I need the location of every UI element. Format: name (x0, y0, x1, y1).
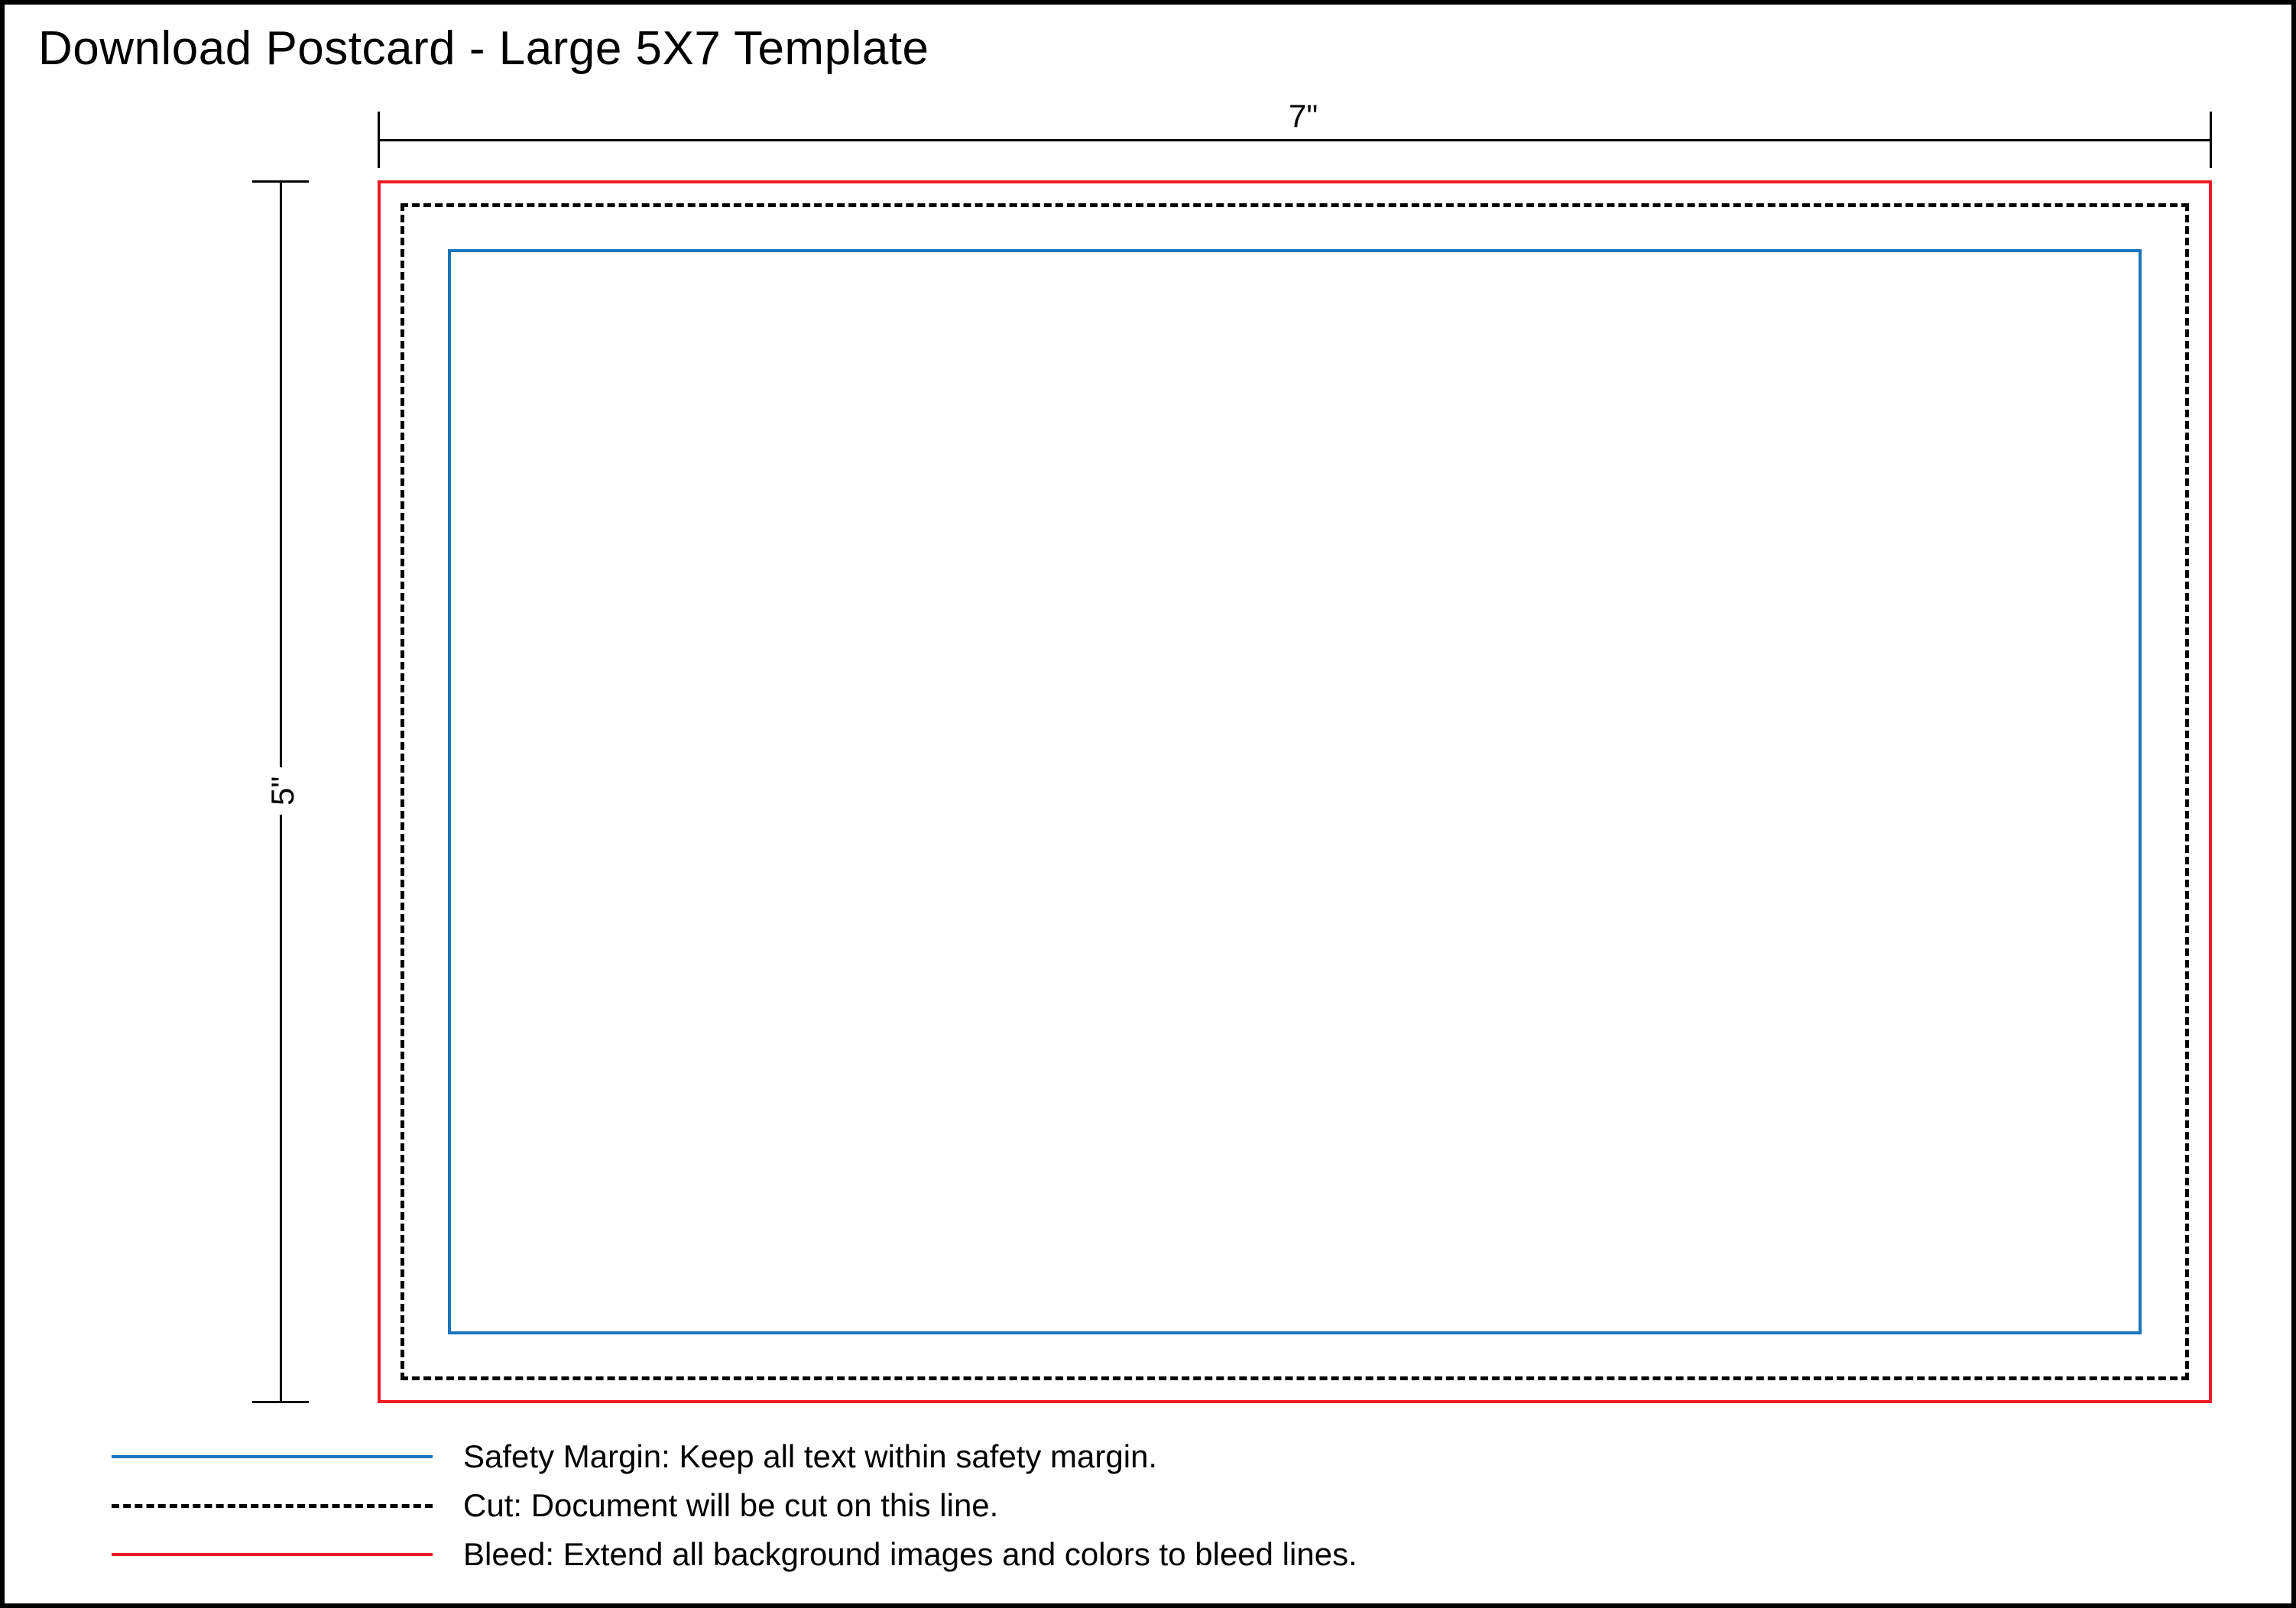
legend-desc: Document will be cut on this line. (531, 1487, 999, 1523)
ruler-cap-bottom (252, 1401, 309, 1403)
ruler-bar (378, 139, 2212, 141)
ruler-cap-right (2210, 112, 2212, 168)
legend-desc: Keep all text within safety margin. (679, 1438, 1157, 1474)
page-title: Download Postcard - Large 5X7 Template (38, 21, 929, 76)
legend: Safety Margin: Keep all text within safe… (112, 1434, 1357, 1577)
legend-desc: Extend all background images and colors … (563, 1536, 1357, 1572)
height-ruler: 5" (252, 180, 309, 1403)
legend-text-bleed: Bleed: Extend all background images and … (463, 1536, 1357, 1573)
legend-text-cut: Cut: Document will be cut on this line. (463, 1487, 998, 1524)
width-ruler: 7" (378, 112, 2212, 168)
legend-swatch-bleed (112, 1553, 433, 1556)
page-frame: Download Postcard - Large 5X7 Template 7… (0, 0, 2296, 1608)
legend-swatch-cut (112, 1504, 433, 1508)
legend-swatch-safety (112, 1455, 433, 1458)
safety-box (448, 249, 2142, 1334)
legend-row-cut: Cut: Document will be cut on this line. (112, 1483, 1357, 1529)
legend-text-safety: Safety Margin: Keep all text within safe… (463, 1438, 1157, 1475)
legend-row-safety: Safety Margin: Keep all text within safe… (112, 1434, 1357, 1480)
legend-label: Safety Margin: (463, 1438, 670, 1474)
legend-row-bleed: Bleed: Extend all background images and … (112, 1532, 1357, 1577)
legend-label: Bleed: (463, 1536, 554, 1572)
height-label: 5" (264, 767, 301, 815)
legend-label: Cut: (463, 1487, 522, 1523)
width-label: 7" (1279, 98, 1327, 135)
